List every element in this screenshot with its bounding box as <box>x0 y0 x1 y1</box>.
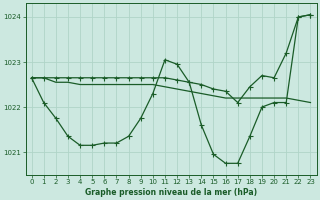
X-axis label: Graphe pression niveau de la mer (hPa): Graphe pression niveau de la mer (hPa) <box>85 188 257 197</box>
